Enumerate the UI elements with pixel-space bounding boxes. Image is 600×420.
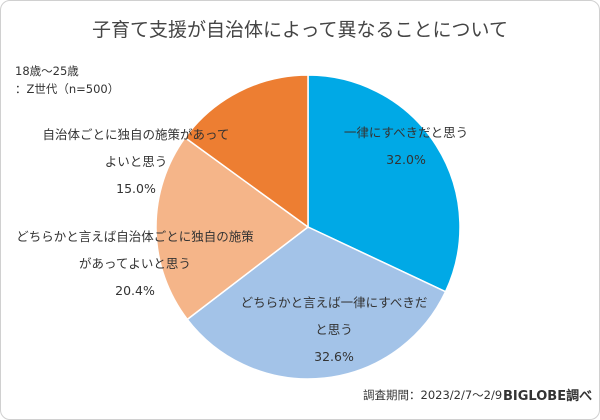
pie-slice (307, 74, 461, 293)
category-label: 自治体ごとに独自の施策があってよいと思う (42, 127, 230, 169)
value-label: 32.6% (314, 349, 354, 364)
chart-title: 子育て支援が自治体によって異なることについて (92, 19, 508, 41)
category-label: どちらかと言えば自治体ごとに独自の施策があってよいと思う (16, 229, 254, 271)
pie-slice (186, 226, 447, 380)
value-label: 32.0% (386, 152, 426, 167)
pie-slice (183, 74, 309, 229)
value-label: 15.0% (116, 181, 156, 196)
value-label: 20.4% (115, 283, 155, 298)
pie-slice (155, 136, 310, 321)
slice-label-box: どちらかと言えば一律にすべきだと思う 32.6% (239, 289, 429, 370)
source: BIGLOBE調べ (503, 389, 593, 404)
note: ：Z世代（n=500） (15, 82, 120, 96)
survey-period: 調査期間：2023/2/7～2/9 (363, 388, 503, 402)
category-label: どちらかと言えば一律にすべきだと思う (240, 295, 428, 337)
slice-label-box: 自治体ごとに独自の施策があってよいと思う 15.0% (41, 121, 231, 202)
note: 18歳～25歳 (15, 64, 79, 78)
category-label: 一律にすべきだと思う (343, 125, 469, 140)
slice-label-box: 一律にすべきだと思う 32.0% (331, 119, 481, 173)
slice-label-box: どちらかと言えば自治体ごとに独自の施策があってよいと思う 20.4% (15, 223, 255, 304)
